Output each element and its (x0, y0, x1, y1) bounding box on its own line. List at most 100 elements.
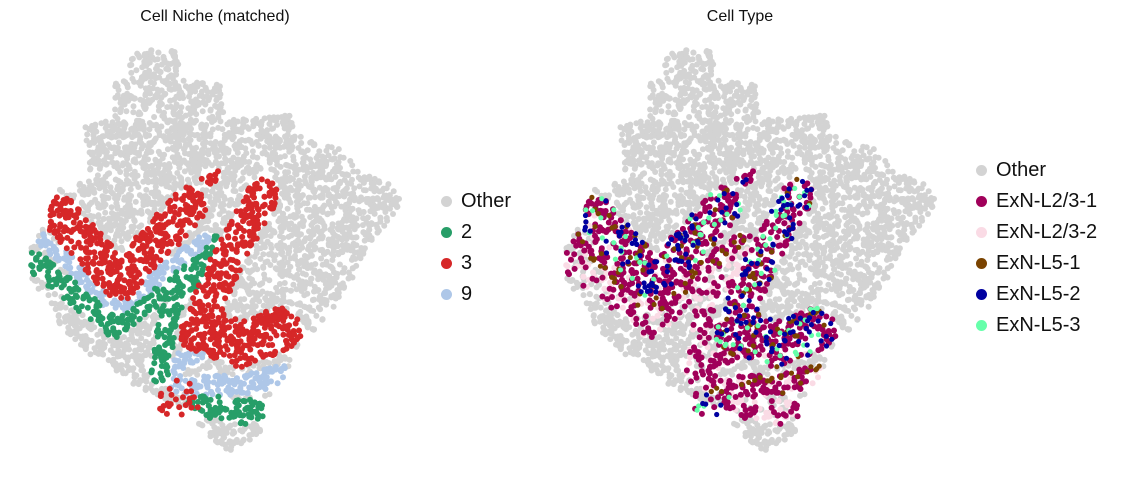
niche-point-3 (249, 214, 256, 221)
niche-point-3 (183, 330, 190, 337)
niche-point-other (209, 113, 216, 120)
niche-point-other (97, 219, 104, 226)
niche-point-other (275, 207, 282, 214)
niche-point-other (336, 180, 343, 187)
niche-point-3 (261, 320, 268, 327)
niche-point-2 (247, 410, 254, 417)
niche-point-2 (152, 349, 158, 355)
niche-point-3 (181, 341, 187, 348)
niche-point-3 (112, 250, 118, 256)
niche-point-other (138, 207, 145, 214)
niche-point-3 (229, 265, 236, 272)
niche-point-other (138, 335, 145, 342)
niche-point-other (311, 326, 317, 333)
niche-point-other (173, 101, 180, 108)
niche-point-3 (188, 187, 195, 194)
niche-point-3 (236, 332, 242, 338)
niche-point-other (294, 301, 301, 308)
niche-point-3 (106, 280, 113, 286)
niche-point-2 (155, 326, 161, 333)
niche-point-other (142, 131, 149, 138)
niche-point-other (114, 232, 121, 239)
niche-point-other (305, 194, 312, 201)
niche-point-other (145, 156, 151, 163)
niche-point-3 (47, 224, 54, 231)
niche-point-3 (215, 332, 222, 339)
niche-point-3 (180, 394, 186, 401)
niche-point-3 (259, 341, 266, 348)
niche-point-other (109, 127, 116, 134)
niche-point-3 (233, 362, 239, 369)
niche-point-9 (253, 385, 260, 392)
niche-point-other (200, 218, 207, 225)
niche-point-2 (110, 325, 117, 332)
niche-point-other (231, 421, 238, 428)
niche-point-other (189, 157, 196, 164)
niche-point-other (207, 107, 214, 114)
niche-point-3 (203, 293, 210, 300)
niche-point-other (123, 234, 129, 241)
niche-point-other (240, 169, 247, 176)
niche-point-other (188, 84, 195, 91)
niche-point-other (156, 158, 163, 165)
niche-point-other (124, 357, 131, 364)
niche-point-other (110, 190, 116, 197)
niche-point-other (274, 242, 281, 249)
niche-point-2 (180, 266, 187, 273)
celltype-point-other (784, 148, 791, 155)
niche-point-other (222, 149, 229, 156)
niche-point-other (158, 123, 165, 130)
niche-point-2 (240, 398, 247, 404)
niche-point-other (148, 163, 155, 169)
niche-point-3 (84, 224, 91, 231)
niche-point-other (136, 325, 143, 332)
niche-point-other (266, 302, 273, 309)
niche-point-3 (62, 200, 69, 206)
niche-point-other (329, 277, 336, 284)
niche-point-other (277, 224, 284, 231)
niche-point-3 (228, 218, 235, 225)
niche-point-other (117, 149, 123, 156)
niche-point-other (268, 166, 275, 173)
niche-point-3 (263, 310, 270, 317)
niche-point-3 (222, 295, 229, 302)
niche-point-3 (87, 241, 94, 248)
niche-point-3 (188, 388, 195, 395)
niche-point-3 (126, 253, 133, 260)
niche-point-3 (247, 337, 254, 344)
niche-point-2 (173, 314, 180, 321)
niche-point-3 (163, 233, 170, 240)
niche-point-other (215, 110, 222, 117)
niche-point-3 (257, 349, 264, 356)
niche-point-other (109, 159, 116, 166)
niche-point-3 (261, 201, 268, 208)
niche-point-other (271, 257, 278, 264)
niche-point-other (100, 351, 107, 358)
niche-point-3 (106, 292, 113, 299)
niche-point-other (326, 284, 333, 291)
niche-point-other (92, 349, 99, 356)
niche-point-2 (158, 312, 165, 319)
niche-point-3 (161, 212, 168, 219)
niche-point-2 (28, 249, 35, 256)
niche-point-other (137, 111, 144, 117)
niche-point-other (344, 180, 351, 187)
niche-point-3 (196, 210, 203, 217)
niche-point-3 (190, 295, 197, 302)
niche-point-other (320, 158, 327, 164)
niche-point-other (352, 222, 359, 229)
niche-point-other (382, 209, 389, 215)
niche-point-other (232, 188, 239, 195)
niche-point-other (272, 174, 279, 181)
niche-point-other (295, 145, 302, 151)
niche-point-3 (98, 241, 105, 248)
niche-point-3 (256, 185, 263, 192)
niche-point-other (56, 304, 63, 311)
niche-point-other (215, 124, 222, 131)
niche-point-other (308, 177, 315, 184)
niche-point-other (216, 211, 223, 218)
niche-point-3 (205, 275, 212, 282)
niche-point-other (294, 229, 301, 236)
niche-point-other (187, 232, 194, 239)
niche-point-other (202, 192, 209, 199)
